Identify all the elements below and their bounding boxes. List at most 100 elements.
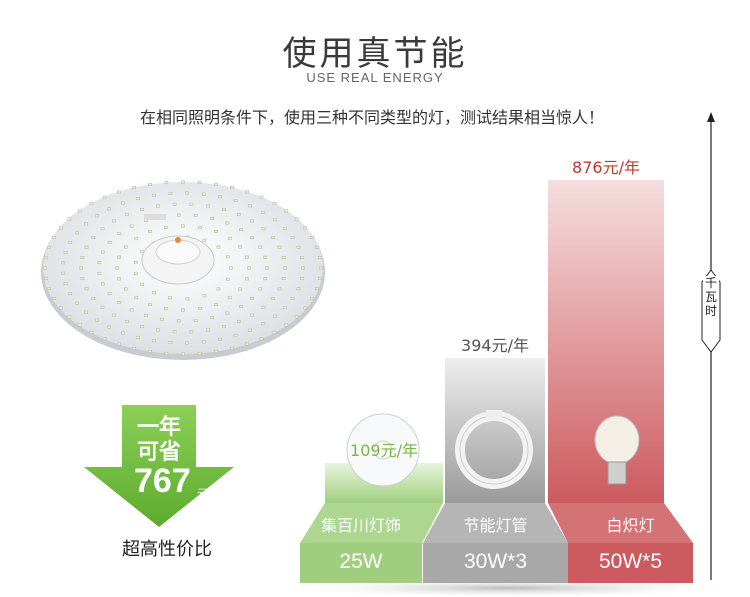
- led-chip: [236, 320, 241, 324]
- led-chip: [218, 195, 222, 199]
- led-chip: [258, 245, 263, 249]
- page-subtitle: USE REAL ENERGY: [306, 70, 444, 85]
- led-chip: [261, 210, 266, 214]
- led-chip: [250, 219, 254, 223]
- led-chip: [222, 207, 226, 211]
- led-chip: [152, 339, 156, 343]
- led-chip: [238, 287, 243, 291]
- led-chip: [94, 214, 99, 218]
- led-chip: [148, 230, 152, 234]
- led-chip: [176, 319, 181, 323]
- intro-text: 在相同照明条件下，使用三种不同类型的灯，测试结果相当惊人！: [140, 108, 605, 127]
- led-chip: [100, 227, 105, 231]
- led-chip: [206, 328, 210, 332]
- led-chip: [144, 314, 148, 318]
- value-label-1: 109元/年: [350, 441, 418, 460]
- led-chip: [202, 238, 207, 242]
- savings-arrow: [84, 405, 234, 527]
- incandescent-bulb-icon: [594, 415, 640, 485]
- led-chip: [296, 287, 301, 291]
- led-chip: [290, 297, 295, 300]
- led-chip: [117, 301, 122, 304]
- led-chip: [247, 266, 251, 270]
- savings-line2: 可省: [136, 440, 181, 465]
- led-chip: [58, 306, 63, 310]
- led-chip: [63, 250, 68, 254]
- led-chip: [248, 204, 252, 208]
- led-chip: [67, 315, 72, 319]
- led-chip: [152, 193, 156, 197]
- led-chip: [107, 207, 111, 211]
- led-chip: [294, 217, 299, 221]
- led-chip: [272, 202, 277, 206]
- savings-unit: 元: [197, 487, 208, 500]
- power-label-2: 30W*3: [463, 550, 528, 573]
- led-chip: [58, 226, 63, 230]
- category-label-3: 白炽灯: [606, 516, 655, 535]
- led-chip: [134, 236, 139, 240]
- led-chip: [84, 245, 89, 249]
- led-chip: [303, 226, 308, 230]
- led-chip: [107, 240, 112, 244]
- led-chip: [89, 330, 94, 334]
- led-chip: [172, 202, 177, 206]
- power-band-2: [423, 543, 568, 583]
- led-chip: [156, 204, 160, 208]
- led-chip: [164, 181, 169, 185]
- led-chip: [284, 209, 289, 213]
- category-label-1: 集百川灯饰: [320, 516, 401, 535]
- led-chip: [258, 287, 263, 291]
- led-chip: [197, 181, 202, 185]
- led-chip: [283, 266, 287, 270]
- led-chip: [225, 221, 230, 225]
- led-chip: [121, 331, 125, 335]
- led-chip: [310, 236, 314, 239]
- led-chip: [136, 197, 140, 200]
- led-chip: [168, 341, 173, 345]
- led-chip: [273, 314, 277, 318]
- led-chip: [101, 250, 105, 254]
- led-chip: [239, 228, 243, 232]
- led-chip: [91, 297, 96, 300]
- led-chip: [263, 277, 268, 281]
- category-label-2: 节能灯管: [463, 516, 528, 535]
- led-chip: [189, 330, 194, 334]
- led-chip: [61, 261, 66, 265]
- led-chip: [123, 245, 128, 249]
- led-chip: [296, 245, 301, 249]
- led-chip: [277, 287, 282, 291]
- power-band-1: [300, 543, 422, 583]
- led-chip: [133, 260, 138, 264]
- led-chip: [282, 226, 287, 230]
- led-chip: [222, 325, 226, 329]
- led-chip: [233, 199, 238, 203]
- power-label-3: 50W*5: [598, 550, 663, 573]
- led-chip: [197, 351, 202, 355]
- led-chip: [68, 240, 73, 244]
- led-chip: [97, 271, 102, 275]
- ring-tube-icon: [455, 410, 533, 489]
- led-chip: [310, 297, 314, 300]
- led-chip: [284, 323, 289, 327]
- led-chip: [132, 346, 136, 350]
- led-chip: [214, 183, 218, 186]
- led-chip: [136, 336, 140, 339]
- led-chip: [315, 245, 319, 249]
- led-chip: [125, 320, 130, 324]
- led-chip: [102, 337, 107, 341]
- led-chip: [233, 333, 238, 337]
- led-chip: [148, 302, 152, 306]
- led-chip: [318, 276, 322, 280]
- led-chip: [164, 351, 169, 355]
- led-chip: [244, 255, 249, 259]
- led-chip: [198, 307, 202, 311]
- led-chip: [281, 277, 286, 280]
- led-chip: [261, 305, 266, 309]
- led-chip: [44, 256, 48, 260]
- led-chip: [148, 183, 152, 186]
- led-chip: [270, 297, 275, 300]
- led-chip: [140, 207, 144, 211]
- led-chip: [67, 217, 72, 221]
- led-chip: [129, 308, 134, 312]
- led-chip: [225, 277, 230, 281]
